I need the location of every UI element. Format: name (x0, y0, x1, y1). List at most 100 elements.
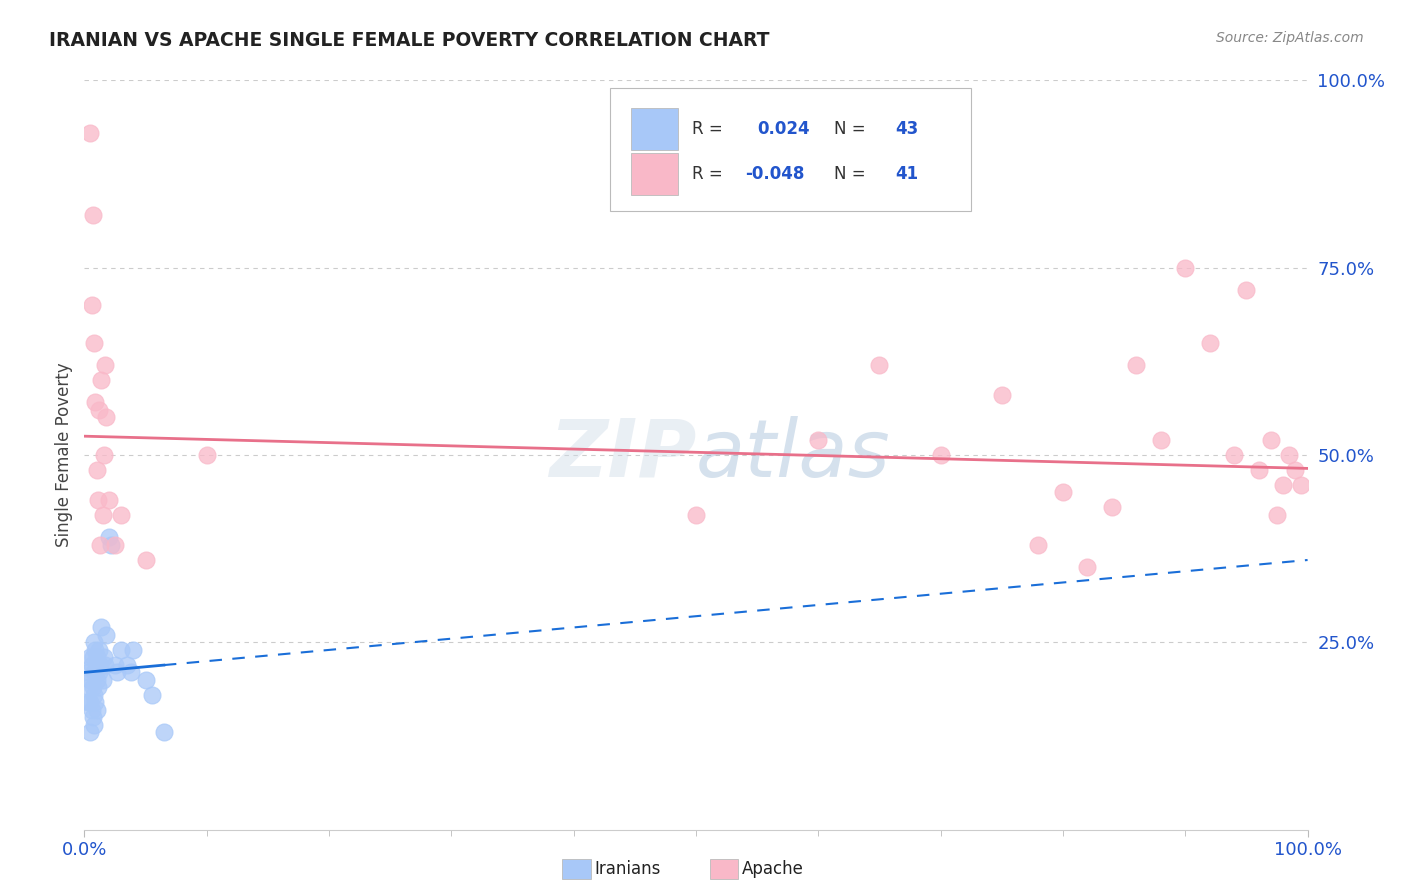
Text: N =: N = (834, 120, 866, 138)
Point (135, 553, 157, 567)
Point (1198, 335, 1220, 350)
Point (94, 657, 117, 672)
Point (93, 448, 115, 462)
Point (82, 208, 104, 222)
Point (1272, 478, 1295, 492)
Text: Iranians: Iranians (595, 860, 661, 878)
Point (110, 508, 132, 522)
Point (110, 642, 132, 657)
Point (1236, 283, 1258, 297)
Point (84, 665, 107, 680)
Text: atlas: atlas (696, 416, 891, 494)
Point (1125, 358, 1147, 372)
Point (89, 538, 111, 552)
Point (87, 680, 110, 694)
Point (87, 665, 110, 680)
Point (83, 635, 105, 649)
Point (1101, 500, 1123, 515)
Point (1291, 478, 1313, 492)
Point (104, 538, 127, 552)
FancyBboxPatch shape (631, 153, 678, 194)
Point (80, 298, 103, 312)
Point (1265, 508, 1288, 522)
Point (869, 358, 891, 372)
Point (141, 688, 163, 702)
Point (80, 657, 103, 672)
Point (84, 695, 107, 709)
Point (87, 657, 110, 672)
Point (1052, 485, 1074, 500)
Point (79, 695, 101, 709)
Point (79, 673, 101, 687)
Point (86, 650, 108, 665)
Point (115, 657, 138, 672)
Point (87, 492, 110, 507)
Point (100, 538, 122, 552)
Point (79, 725, 101, 739)
Point (96, 628, 118, 642)
Point (153, 725, 176, 739)
Text: -0.048: -0.048 (745, 165, 804, 183)
Point (90, 620, 112, 634)
Point (77, 695, 100, 709)
Point (91, 673, 114, 687)
Text: 0.024: 0.024 (758, 120, 810, 138)
Point (97, 492, 120, 507)
Point (84, 395, 107, 409)
Text: R =: R = (692, 165, 728, 183)
Point (685, 508, 707, 522)
Text: 41: 41 (896, 165, 918, 183)
Point (83, 665, 105, 680)
Point (929, 448, 952, 462)
Text: N =: N = (834, 165, 866, 183)
Point (1278, 448, 1301, 462)
Text: 43: 43 (896, 120, 918, 138)
Point (83, 335, 105, 350)
Point (86, 673, 108, 687)
Point (82, 710, 104, 724)
Point (135, 673, 157, 687)
Y-axis label: Single Female Poverty: Single Female Poverty (55, 363, 73, 547)
Point (82, 650, 104, 665)
Point (77, 680, 100, 694)
Point (96, 410, 118, 425)
Point (87, 403, 110, 417)
Point (80, 703, 103, 717)
Point (807, 433, 830, 447)
Point (1260, 433, 1282, 447)
Point (1076, 560, 1098, 574)
Point (83, 688, 105, 702)
Point (104, 657, 127, 672)
FancyBboxPatch shape (631, 108, 678, 150)
Point (79, 126, 101, 140)
Point (195, 448, 218, 462)
Point (84, 642, 107, 657)
FancyBboxPatch shape (610, 87, 972, 211)
Point (991, 388, 1014, 402)
Point (1174, 260, 1197, 275)
Text: R =: R = (692, 120, 728, 138)
Point (86, 703, 108, 717)
Point (122, 642, 145, 657)
Point (86, 463, 108, 477)
Text: Source: ZipAtlas.com: Source: ZipAtlas.com (1216, 31, 1364, 45)
Point (1223, 448, 1246, 462)
Point (94, 358, 117, 372)
Point (91, 508, 114, 522)
Point (90, 373, 112, 387)
Point (105, 665, 128, 680)
Point (82, 680, 104, 694)
Text: ZIP: ZIP (548, 416, 696, 494)
Point (1150, 433, 1173, 447)
Point (87, 642, 110, 657)
Point (77, 665, 100, 680)
Point (1284, 463, 1306, 477)
Text: Apache: Apache (742, 860, 804, 878)
Point (1028, 538, 1050, 552)
Point (79, 650, 101, 665)
Point (97, 530, 120, 544)
Point (1247, 463, 1270, 477)
Point (89, 657, 111, 672)
Text: IRANIAN VS APACHE SINGLE FEMALE POVERTY CORRELATION CHART: IRANIAN VS APACHE SINGLE FEMALE POVERTY … (49, 31, 769, 50)
Point (120, 665, 142, 680)
